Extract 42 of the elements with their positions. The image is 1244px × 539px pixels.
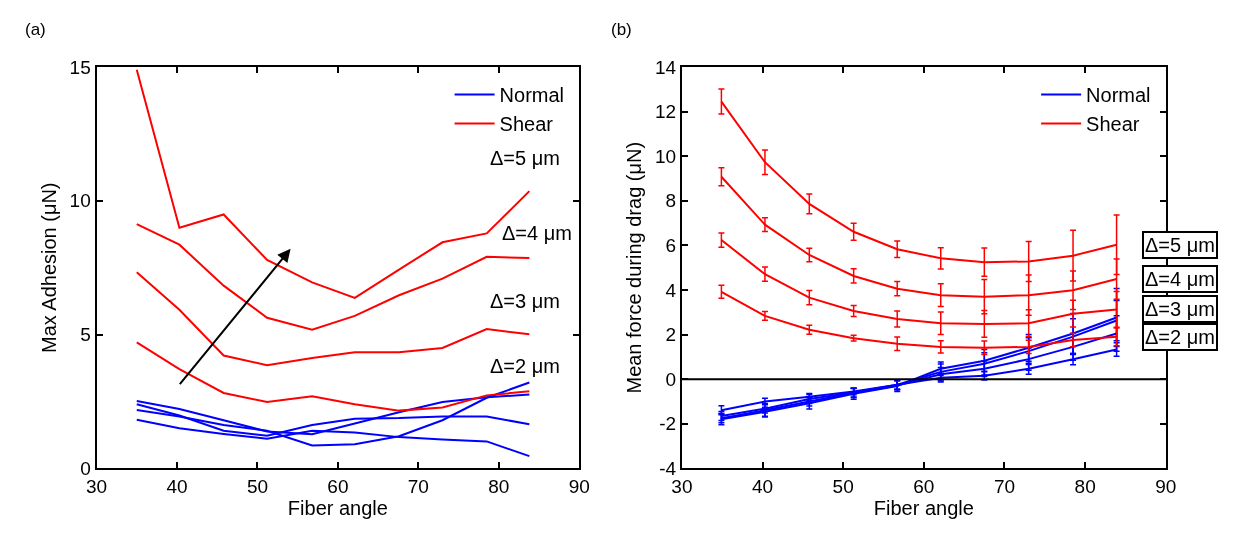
y-tick-label: 5 [80, 324, 91, 346]
x-tick-label: 70 [407, 476, 429, 498]
y-tick-label: 0 [665, 368, 677, 390]
text: (a) [25, 20, 46, 39]
y-tick-label: 10 [654, 145, 677, 167]
annotation: Δ=2 μm [490, 355, 560, 377]
y-tick-label: 2 [665, 324, 677, 346]
annotation: Δ=3 μm [490, 290, 560, 312]
legend-label: Shear [499, 113, 554, 136]
y-tick-label: 8 [665, 190, 677, 212]
y-tick-label: 4 [665, 279, 677, 301]
x-tick-label: 80 [488, 476, 510, 498]
x-tick-label: 40 [166, 476, 188, 498]
x-tick-label: 80 [1074, 476, 1096, 498]
text: (b) [611, 20, 632, 39]
x-tick-label: 50 [246, 476, 269, 498]
y-tick-label: -2 [659, 413, 677, 435]
x-tick-label: 90 [1155, 476, 1177, 498]
y-tick-label: 14 [654, 56, 677, 78]
x-axis-title: Fiber angle [287, 497, 388, 520]
y-axis-title: Max Adhesion (μN) [37, 182, 60, 353]
annotation: Δ=4 μm [502, 222, 572, 244]
y-tick-label: 15 [69, 56, 91, 78]
annotation: Δ=4 μm [1145, 268, 1215, 290]
x-axis-title: Fiber angle [873, 497, 974, 520]
annotation: Δ=3 μm [1145, 298, 1215, 320]
annotation: Δ=2 μm [1145, 326, 1215, 348]
x-tick-label: 90 [568, 476, 590, 498]
x-tick-label: 50 [832, 476, 854, 498]
legend-label: Normal [499, 84, 565, 107]
legend-label: Normal [1086, 84, 1151, 107]
y-axis-title: Mean force during drag (μN) [622, 141, 645, 394]
legend-label: Shear [1086, 113, 1140, 136]
annotation: Δ=5 μm [490, 147, 560, 169]
x-tick-label: 70 [993, 476, 1016, 498]
x-tick-label: 40 [751, 476, 774, 498]
x-tick-label: 60 [913, 476, 935, 498]
y-tick-label: 6 [665, 235, 677, 257]
y-tick-label: 10 [69, 190, 91, 212]
x-tick-label: 60 [327, 476, 349, 498]
annotation: Δ=5 μm [1145, 234, 1215, 256]
y-tick-label: 12 [654, 101, 677, 123]
